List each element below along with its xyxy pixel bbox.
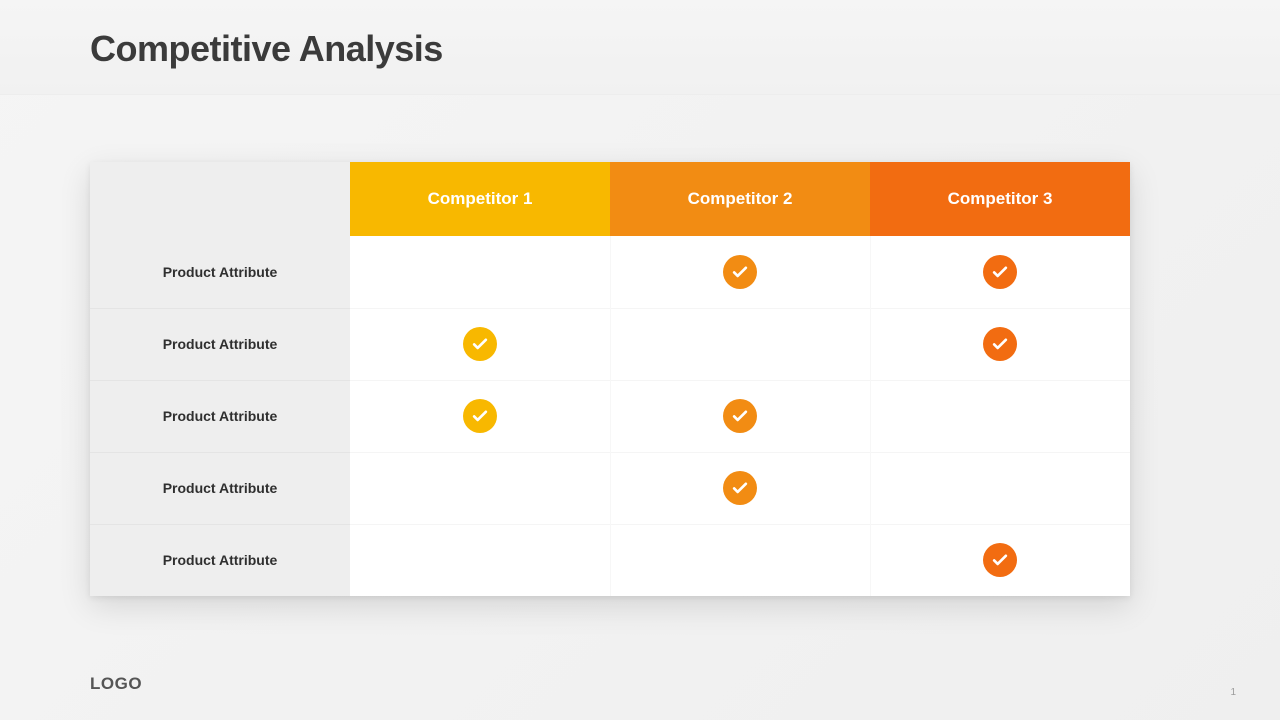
check-icon (723, 255, 757, 289)
value-cell (350, 380, 610, 452)
title-band: Competitive Analysis (0, 0, 1280, 95)
check-icon (723, 399, 757, 433)
check-icon (983, 255, 1017, 289)
value-cell (610, 452, 870, 524)
value-cell (610, 380, 870, 452)
column-header: Competitor 1 (350, 162, 610, 236)
table-body: Product AttributeProduct AttributeProduc… (90, 236, 1130, 596)
table-row: Product Attribute (90, 524, 1130, 596)
value-cell (350, 524, 610, 596)
column-header: Competitor 2 (610, 162, 870, 236)
page-title: Competitive Analysis (90, 28, 1280, 70)
check-icon (723, 471, 757, 505)
attribute-label: Product Attribute (90, 236, 350, 308)
check-icon (463, 399, 497, 433)
logo-text: LOGO (90, 674, 142, 694)
comparison-table: Competitor 1 Competitor 2 Competitor 3 P… (90, 162, 1130, 596)
value-cell (610, 236, 870, 308)
table-corner-cell (90, 162, 350, 236)
value-cell (610, 308, 870, 380)
value-cell (350, 308, 610, 380)
check-icon (463, 327, 497, 361)
check-icon (983, 327, 1017, 361)
table-row: Product Attribute (90, 236, 1130, 308)
value-cell (870, 524, 1130, 596)
attribute-label: Product Attribute (90, 308, 350, 380)
value-cell (610, 524, 870, 596)
table-header-row: Competitor 1 Competitor 2 Competitor 3 (90, 162, 1130, 236)
value-cell (870, 236, 1130, 308)
table-row: Product Attribute (90, 452, 1130, 524)
column-header: Competitor 3 (870, 162, 1130, 236)
value-cell (350, 236, 610, 308)
page-number: 1 (1230, 687, 1236, 698)
value-cell (870, 452, 1130, 524)
attribute-label: Product Attribute (90, 452, 350, 524)
attribute-label: Product Attribute (90, 380, 350, 452)
check-icon (983, 543, 1017, 577)
attribute-label: Product Attribute (90, 524, 350, 596)
table-row: Product Attribute (90, 308, 1130, 380)
value-cell (870, 308, 1130, 380)
table-row: Product Attribute (90, 380, 1130, 452)
value-cell (350, 452, 610, 524)
value-cell (870, 380, 1130, 452)
comparison-card: Competitor 1 Competitor 2 Competitor 3 P… (90, 162, 1130, 596)
